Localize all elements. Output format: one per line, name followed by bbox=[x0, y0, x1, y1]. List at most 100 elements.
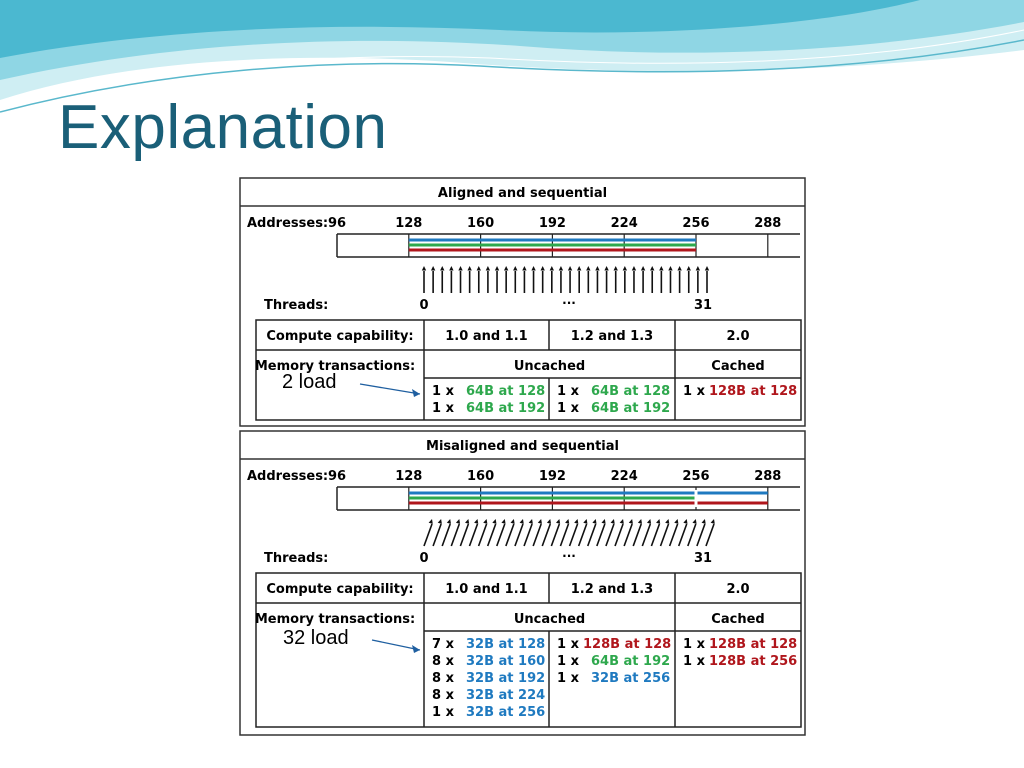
compute-capability-value: 1.2 and 1.3 bbox=[571, 582, 653, 597]
thread-arrow bbox=[677, 266, 682, 293]
thread-arrow-head bbox=[613, 266, 618, 271]
thread-arrow-head bbox=[665, 519, 670, 524]
thread-arrow bbox=[459, 519, 470, 547]
thread-arrow-head bbox=[622, 266, 628, 271]
slide-title: Explanation bbox=[58, 93, 388, 162]
thread-arrow-head bbox=[586, 266, 591, 271]
thread-arrow bbox=[458, 266, 463, 293]
threads-label: Threads: bbox=[264, 298, 328, 313]
address-tick-label: 256 bbox=[682, 216, 709, 231]
thread-arrow bbox=[494, 266, 500, 293]
thread-arrow-shaft bbox=[486, 523, 497, 547]
thread-arrow bbox=[632, 519, 643, 547]
panel-frame bbox=[239, 177, 806, 427]
thread-arrow-head bbox=[522, 266, 527, 271]
wave-line-2 bbox=[0, 29, 1024, 105]
transaction-value-red: 128B at 128 bbox=[709, 384, 797, 399]
panel-title: Misaligned and sequential bbox=[426, 439, 619, 454]
transaction-count: 8 x bbox=[432, 688, 455, 703]
compute-capability-value: 2.0 bbox=[726, 329, 749, 344]
thread-arrow-shaft bbox=[668, 523, 679, 547]
compute-capability-value: 1.0 and 1.1 bbox=[445, 329, 527, 344]
thread-arrow-head bbox=[558, 266, 564, 271]
thread-arrow-shaft bbox=[459, 523, 470, 547]
thread-arrow-head bbox=[604, 266, 609, 271]
transaction-value-green: 64B at 128 bbox=[591, 384, 670, 399]
transaction-count: 1 x bbox=[432, 384, 455, 399]
thread-arrow-shaft bbox=[705, 523, 715, 547]
thread-arrow bbox=[450, 519, 461, 547]
thread-arrow-head bbox=[674, 519, 679, 524]
wave-front bbox=[0, 0, 920, 58]
addresses-label: Addresses: bbox=[247, 216, 328, 231]
thread-arrow-head bbox=[659, 266, 664, 271]
thread-arrow bbox=[440, 266, 445, 293]
thread-arrow bbox=[641, 519, 652, 547]
thread-arrow-shaft bbox=[468, 523, 479, 547]
thread-arrow bbox=[686, 266, 691, 293]
thread-arrow-head bbox=[549, 266, 554, 271]
address-tick-label: 160 bbox=[467, 216, 494, 231]
thread-arrow-head bbox=[528, 519, 533, 524]
address-tick-label: 192 bbox=[539, 469, 566, 484]
thread-arrow bbox=[485, 266, 491, 293]
address-tick-label: 192 bbox=[539, 216, 566, 231]
thread-arrow-shaft bbox=[596, 523, 606, 547]
thread-arrow bbox=[477, 519, 488, 547]
thread-arrow-shaft bbox=[605, 523, 615, 547]
thread-arrow-head bbox=[577, 266, 582, 271]
threads-label: Threads: bbox=[264, 551, 328, 566]
transaction-value-blue: 32B at 160 bbox=[466, 654, 545, 669]
cached-header: Cached bbox=[711, 612, 764, 627]
thread-arrow-head bbox=[546, 519, 552, 524]
thread-arrow-head bbox=[640, 266, 646, 271]
thread-arrow-head bbox=[501, 519, 506, 524]
thread-arrow-head bbox=[437, 519, 442, 524]
thread-arrow-shaft bbox=[477, 523, 488, 547]
transaction-value-red: 128B at 128 bbox=[709, 637, 797, 652]
annotation-arrow-head bbox=[412, 645, 420, 653]
thread-arrow bbox=[532, 519, 542, 547]
thread-arrow-head bbox=[567, 266, 573, 271]
transaction-value-blue: 32B at 192 bbox=[466, 671, 545, 686]
thread-arrow-head bbox=[592, 519, 597, 524]
thread-arrow-shaft bbox=[432, 523, 442, 547]
transaction-value-blue: 32B at 256 bbox=[466, 705, 545, 720]
thread-arrow-head bbox=[476, 266, 481, 271]
transaction-count: 1 x bbox=[557, 637, 580, 652]
address-tick-label: 224 bbox=[611, 216, 638, 231]
thread-arrow-shaft bbox=[696, 523, 706, 547]
transaction-count: 1 x bbox=[683, 637, 706, 652]
thread-arrow-head bbox=[683, 519, 688, 524]
thread-arrow bbox=[705, 519, 715, 547]
annotation-arrow-head bbox=[412, 389, 420, 397]
transaction-value-blue: 32B at 256 bbox=[591, 671, 670, 686]
wave-line bbox=[0, 39, 1024, 113]
thread-arrow bbox=[514, 519, 524, 547]
thread-arrow-head bbox=[619, 519, 624, 524]
transactions-table: Compute capability: 1.0 and 1.1 1.2 and 1.… bbox=[255, 572, 802, 728]
thread-arrow-head bbox=[465, 519, 470, 524]
header-wave-decoration bbox=[0, 0, 1024, 113]
memory-transactions-label: Memory transactions: bbox=[255, 612, 415, 627]
thread-arrow bbox=[468, 519, 479, 547]
thread-arrow bbox=[605, 519, 615, 547]
address-tick-label: 96 bbox=[328, 216, 346, 231]
thread-arrow-head bbox=[695, 266, 701, 271]
transaction-count: 8 x bbox=[432, 654, 455, 669]
thread-arrow-shaft bbox=[632, 523, 642, 547]
thread-arrow bbox=[550, 519, 561, 547]
annotation-label: 32 load bbox=[283, 627, 349, 649]
transaction-count: 8 x bbox=[432, 671, 455, 686]
address-tick-label: 256 bbox=[682, 469, 709, 484]
thread-arrow-head bbox=[677, 266, 682, 271]
thread-arrow-shaft bbox=[423, 523, 433, 547]
address-tick-label: 96 bbox=[328, 469, 346, 484]
thread-arrow-head bbox=[503, 266, 509, 271]
annotation-arrow bbox=[359, 383, 421, 395]
thread-arrow bbox=[513, 266, 518, 293]
thread-arrow-shaft bbox=[614, 523, 624, 547]
thread-arrow-head bbox=[474, 519, 479, 524]
thread-arrow-shaft bbox=[659, 523, 670, 547]
